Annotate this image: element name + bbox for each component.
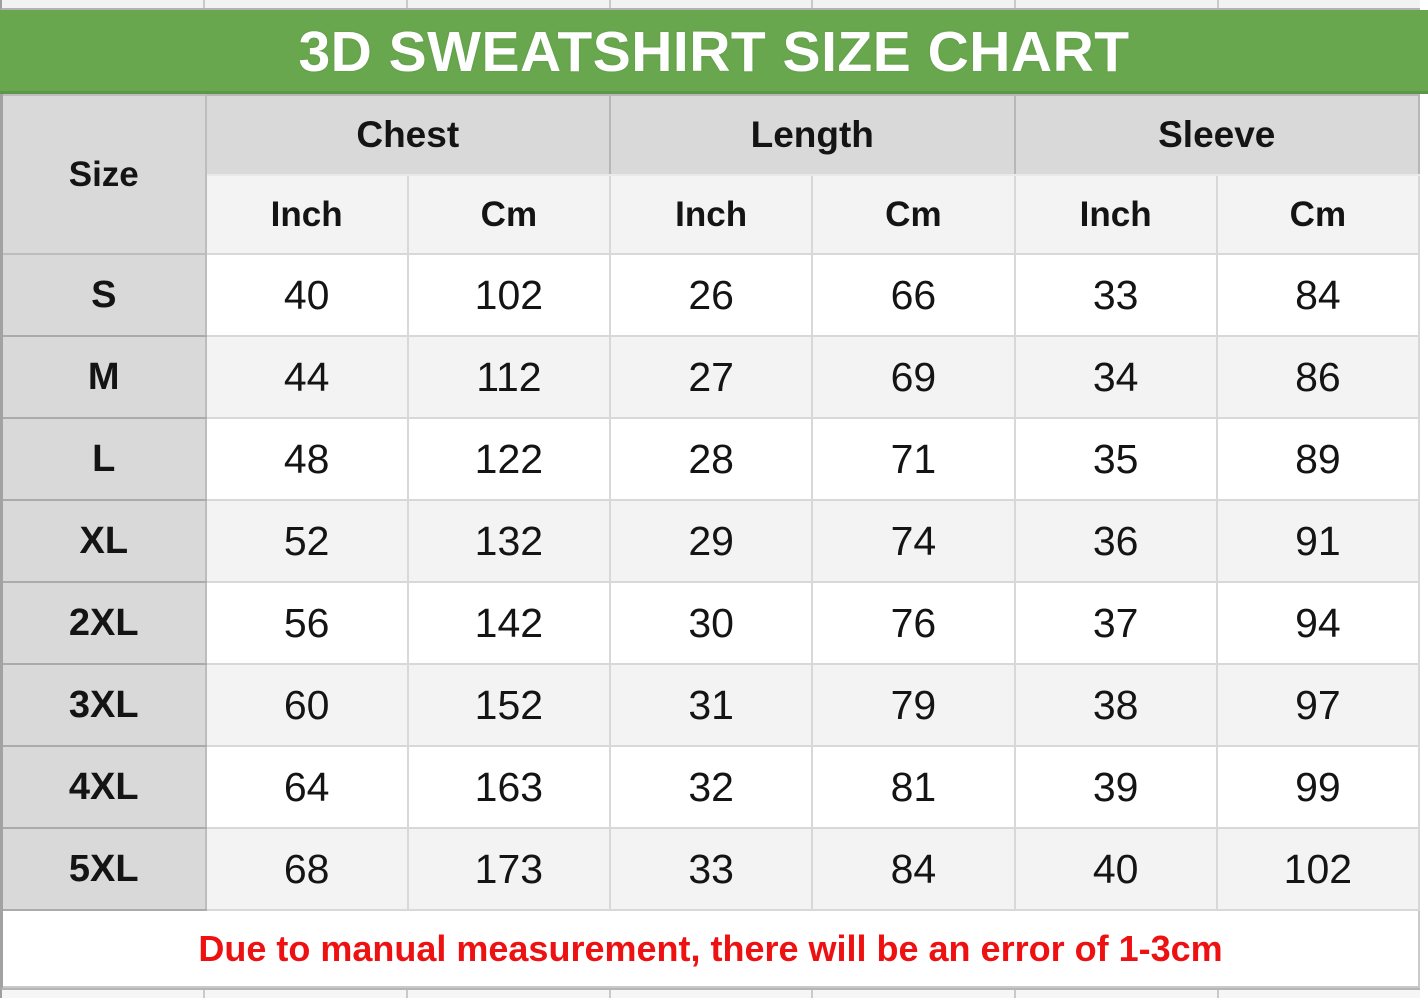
data-cell: 26 xyxy=(608,253,814,337)
size-row-label: M xyxy=(0,335,207,419)
table-row: 5XL 68 173 33 84 40 102 xyxy=(0,827,1421,911)
size-row-label: 5XL xyxy=(0,827,207,911)
data-cell: 102 xyxy=(1215,827,1421,911)
data-cell: 30 xyxy=(608,581,814,665)
data-cell: 86 xyxy=(1215,335,1421,419)
data-cell: 33 xyxy=(1013,253,1218,337)
data-cell: 79 xyxy=(811,663,1016,747)
data-cell: 97 xyxy=(1215,663,1421,747)
table-row: 3XL 60 152 31 79 38 97 xyxy=(0,663,1421,747)
table-row: XL 52 132 29 74 36 91 xyxy=(0,499,1421,583)
data-cell: 84 xyxy=(1215,253,1421,337)
grid-cell xyxy=(813,0,1017,8)
table-row: L 48 122 28 71 35 89 xyxy=(0,417,1421,501)
grid-cell xyxy=(205,0,408,8)
col-header-size: Size xyxy=(0,94,207,255)
data-cell: 152 xyxy=(406,663,612,747)
table-row: S 40 102 26 66 33 84 xyxy=(0,253,1421,337)
data-cell: 66 xyxy=(811,253,1016,337)
table-row: M 44 112 27 69 34 86 xyxy=(0,335,1421,419)
col-header-cm: Cm xyxy=(811,174,1016,255)
data-cell: 44 xyxy=(204,335,409,419)
table-row: 2XL 56 142 30 76 37 94 xyxy=(0,581,1421,665)
size-table: Size Chest Length Sleeve Inch Cm Inch Cm… xyxy=(0,94,1421,988)
unit-header-row: Inch Cm Inch Cm Inch Cm xyxy=(2,174,1421,255)
grid-cell xyxy=(408,990,611,998)
size-row-label: XL xyxy=(0,499,207,583)
data-cell: 36 xyxy=(1013,499,1218,583)
col-header-cm: Cm xyxy=(1215,174,1421,255)
col-header-inch: Inch xyxy=(204,174,409,255)
data-cell: 48 xyxy=(204,417,409,501)
size-row-label: L xyxy=(0,417,207,501)
chart-title-bar: 3D SWEATSHIRT SIZE CHART xyxy=(0,10,1428,94)
data-cell: 91 xyxy=(1215,499,1421,583)
data-cell: 34 xyxy=(1013,335,1218,419)
measurement-note: Due to manual measurement, there will be… xyxy=(0,909,1420,988)
size-row-label: 2XL xyxy=(0,581,207,665)
data-cell: 32 xyxy=(608,745,814,829)
data-cell: 99 xyxy=(1215,745,1421,829)
data-cell: 76 xyxy=(811,581,1016,665)
data-cell: 142 xyxy=(406,581,612,665)
grid-cell xyxy=(1016,0,1220,8)
grid-cell xyxy=(813,990,1017,998)
data-cell: 33 xyxy=(608,827,814,911)
grid-cell xyxy=(1219,990,1420,998)
grid-cell xyxy=(408,0,611,8)
data-cell: 71 xyxy=(811,417,1016,501)
grid-cell xyxy=(2,990,205,998)
spreadsheet-row-top xyxy=(0,0,1420,10)
data-cell: 60 xyxy=(204,663,409,747)
data-cell: 28 xyxy=(608,417,814,501)
grid-cell xyxy=(205,990,408,998)
data-cell: 81 xyxy=(811,745,1016,829)
grid-cell xyxy=(611,0,814,8)
size-row-label: S xyxy=(0,253,207,337)
data-cell: 37 xyxy=(1013,581,1218,665)
data-cell: 29 xyxy=(608,499,814,583)
grid-cell xyxy=(2,0,205,8)
note-row: Due to manual measurement, there will be… xyxy=(0,909,1420,988)
grid-cell xyxy=(1016,990,1220,998)
grid-cell xyxy=(611,990,814,998)
data-cell: 27 xyxy=(608,335,814,419)
chart-title: 3D SWEATSHIRT SIZE CHART xyxy=(298,20,1130,84)
data-cell: 102 xyxy=(406,253,612,337)
group-header-row: Size Chest Length Sleeve xyxy=(0,94,1420,255)
grid-cell xyxy=(1219,0,1420,8)
data-cell: 38 xyxy=(1013,663,1218,747)
col-header-chest: Chest xyxy=(204,94,611,176)
data-cell: 69 xyxy=(811,335,1016,419)
spreadsheet-row-bottom xyxy=(0,988,1420,998)
col-header-sleeve: Sleeve xyxy=(1013,94,1420,176)
col-header-inch: Inch xyxy=(1013,174,1218,255)
data-cell: 132 xyxy=(406,499,612,583)
data-cell: 56 xyxy=(204,581,409,665)
data-cell: 40 xyxy=(204,253,409,337)
data-cell: 31 xyxy=(608,663,814,747)
data-cell: 89 xyxy=(1215,417,1421,501)
size-row-label: 3XL xyxy=(0,663,207,747)
size-row-label: 4XL xyxy=(0,745,207,829)
data-cell: 40 xyxy=(1013,827,1218,911)
data-cell: 39 xyxy=(1013,745,1218,829)
col-header-length: Length xyxy=(609,94,1016,176)
data-cell: 74 xyxy=(811,499,1016,583)
data-cell: 64 xyxy=(204,745,409,829)
data-cell: 94 xyxy=(1215,581,1421,665)
data-cell: 68 xyxy=(204,827,409,911)
data-cell: 52 xyxy=(204,499,409,583)
data-cell: 84 xyxy=(811,827,1016,911)
data-cell: 112 xyxy=(406,335,612,419)
data-cell: 122 xyxy=(406,417,612,501)
data-cell: 163 xyxy=(406,745,612,829)
data-cell: 173 xyxy=(406,827,612,911)
col-header-inch: Inch xyxy=(608,174,814,255)
col-header-cm: Cm xyxy=(406,174,612,255)
table-row: 4XL 64 163 32 81 39 99 xyxy=(0,745,1421,829)
data-cell: 35 xyxy=(1013,417,1218,501)
